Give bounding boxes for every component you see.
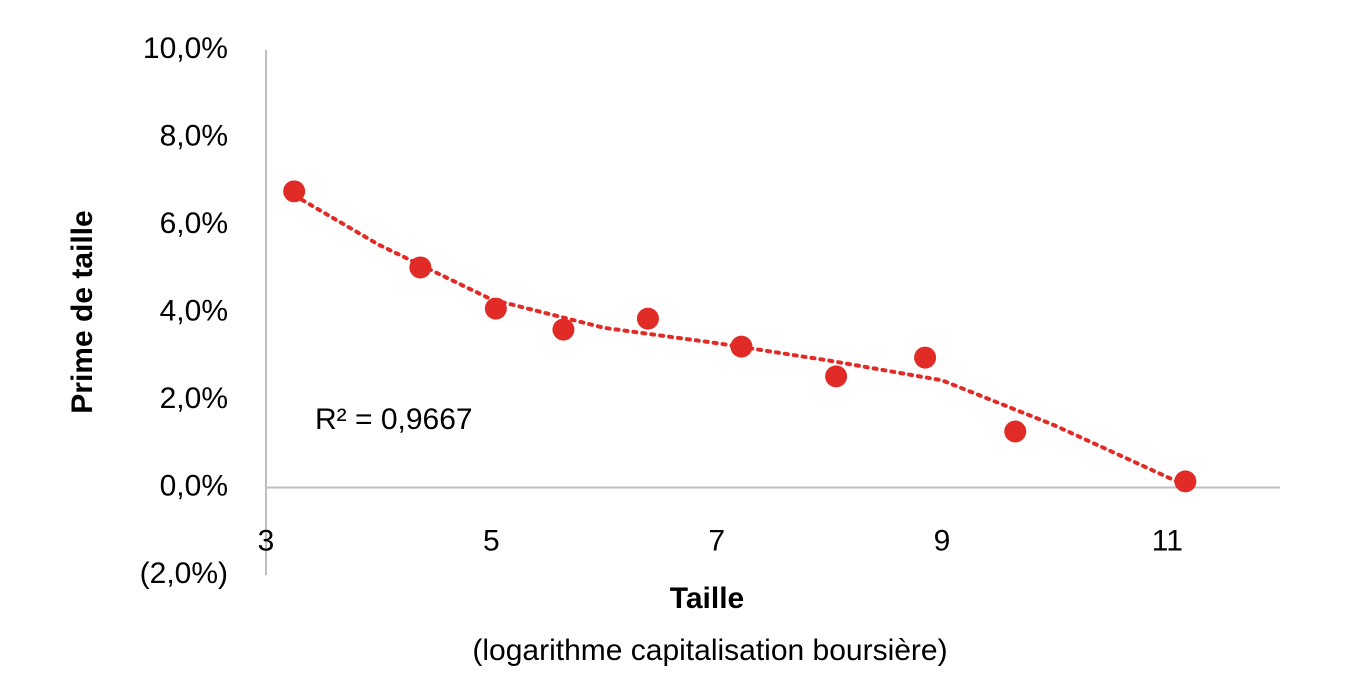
y-tick-label: 2,0% — [160, 382, 228, 415]
x-axis-label: Taille — [670, 582, 744, 615]
data-point — [1174, 470, 1197, 493]
y-tick-label: 10,0% — [143, 32, 228, 65]
y-tick-label: 8,0% — [160, 119, 228, 152]
x-tick-label: 7 — [708, 524, 725, 557]
x-tick-label: 9 — [934, 524, 951, 557]
y-tick-label: 6,0% — [160, 207, 228, 240]
data-point — [730, 335, 753, 358]
y-tick-label: 0,0% — [160, 469, 228, 502]
data-point — [825, 365, 848, 388]
x-tick-label: 5 — [483, 524, 500, 557]
x-axis-note: (logarithme capitalisation boursière) — [472, 634, 947, 667]
x-tick-label: 11 — [1152, 524, 1183, 557]
data-point — [409, 256, 432, 279]
data-point — [484, 297, 507, 320]
y-tick-label: 4,0% — [160, 294, 228, 327]
data-point — [552, 318, 575, 341]
x-tick-label: 3 — [258, 524, 275, 557]
data-point — [914, 346, 937, 369]
data-point — [283, 180, 306, 203]
data-point — [1004, 420, 1027, 443]
y-axis-label: Prime de taille — [66, 210, 99, 413]
annotation: R² = 0,9667 — [315, 403, 473, 436]
y-tick-label: (2,0%) — [140, 557, 228, 590]
data-point — [636, 307, 659, 330]
